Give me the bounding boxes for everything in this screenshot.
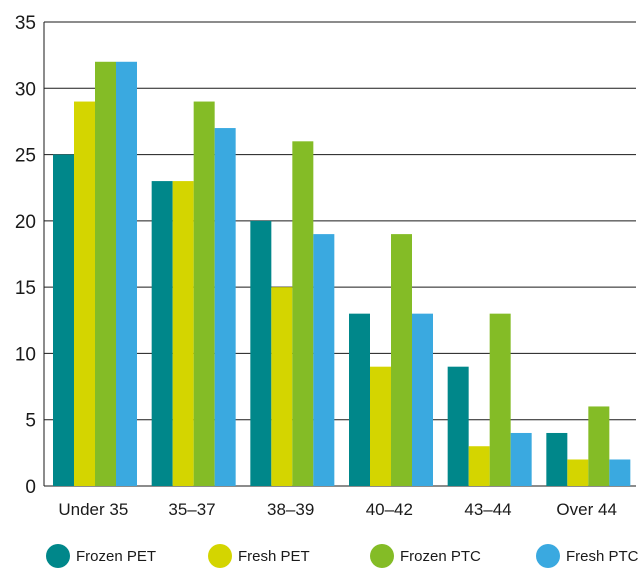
y-tick-label-20: 20 <box>15 212 36 233</box>
y-tick-label-15: 15 <box>15 278 36 299</box>
bar-fresh-pet-5 <box>567 459 589 486</box>
bar-frozen-pet-4 <box>447 366 469 486</box>
bar-frozen-ptc-4 <box>489 313 511 486</box>
gridlines <box>44 21 636 487</box>
legend-swatch <box>536 544 560 568</box>
legend-label: Frozen PET <box>76 548 156 565</box>
y-tick-label-25: 25 <box>15 146 36 167</box>
bar-frozen-ptc-5 <box>588 406 610 486</box>
bar-fresh-ptc-0 <box>116 61 137 487</box>
legend-item-frozen-ptc: Frozen PTC <box>370 544 481 568</box>
y-tick-label-5: 5 <box>25 411 36 432</box>
category-label-2: 38–39 <box>267 500 314 519</box>
legend-label: Fresh PTC <box>566 548 638 565</box>
legend-swatch <box>370 544 394 568</box>
y-tick-label-0: 0 <box>25 477 36 498</box>
legend-item-fresh-ptc: Fresh PTC <box>536 544 638 568</box>
bar-fresh-ptc-5 <box>609 459 631 486</box>
bar-frozen-pet-1 <box>151 181 173 487</box>
bar-frozen-pet-0 <box>53 154 74 487</box>
bar-fresh-pet-4 <box>468 446 490 486</box>
bar-frozen-ptc-1 <box>193 101 215 487</box>
y-tick-label-35: 35 <box>15 13 36 34</box>
y-tick-label-30: 30 <box>15 79 36 100</box>
bar-fresh-ptc-1 <box>214 128 236 487</box>
legend-label: Frozen PTC <box>400 548 481 565</box>
category-label-3: 40–42 <box>366 500 413 519</box>
bar-fresh-pet-0 <box>74 101 95 487</box>
bar-fresh-pet-2 <box>271 287 293 486</box>
x-axis: Under 35 35–37 38–39 40–42 43–44 Over 44 <box>58 500 617 519</box>
bar-frozen-ptc-2 <box>292 141 314 487</box>
bar-frozen-ptc-3 <box>391 234 412 486</box>
category-label-0: Under 35 <box>58 500 128 519</box>
bar-frozen-ptc-0 <box>95 61 116 487</box>
bar-frozen-pet-2 <box>250 220 272 486</box>
category-label-5: Over 44 <box>556 500 616 519</box>
bar-fresh-ptc-3 <box>412 313 433 486</box>
y-tick-label-10: 10 <box>15 344 36 365</box>
bar-fresh-ptc-2 <box>313 234 335 486</box>
bars <box>53 61 631 487</box>
category-label-1: 35–37 <box>168 500 215 519</box>
legend-item-frozen-pet: Frozen PET <box>46 544 156 568</box>
legend: Frozen PET Fresh PET Frozen PTC Fresh PTC <box>46 544 638 568</box>
legend-label: Fresh PET <box>238 548 310 565</box>
bar-fresh-pet-3 <box>370 366 391 486</box>
legend-swatch <box>208 544 232 568</box>
bar-fresh-ptc-4 <box>510 432 532 486</box>
bar-fresh-pet-1 <box>172 181 194 487</box>
bar-frozen-pet-5 <box>546 432 568 486</box>
category-label-4: 43–44 <box>464 500 511 519</box>
legend-swatch <box>46 544 70 568</box>
legend-item-fresh-pet: Fresh PET <box>208 544 310 568</box>
y-axis: 0 5 10 15 20 25 30 35 <box>15 13 45 498</box>
bar-frozen-pet-3 <box>349 313 370 486</box>
